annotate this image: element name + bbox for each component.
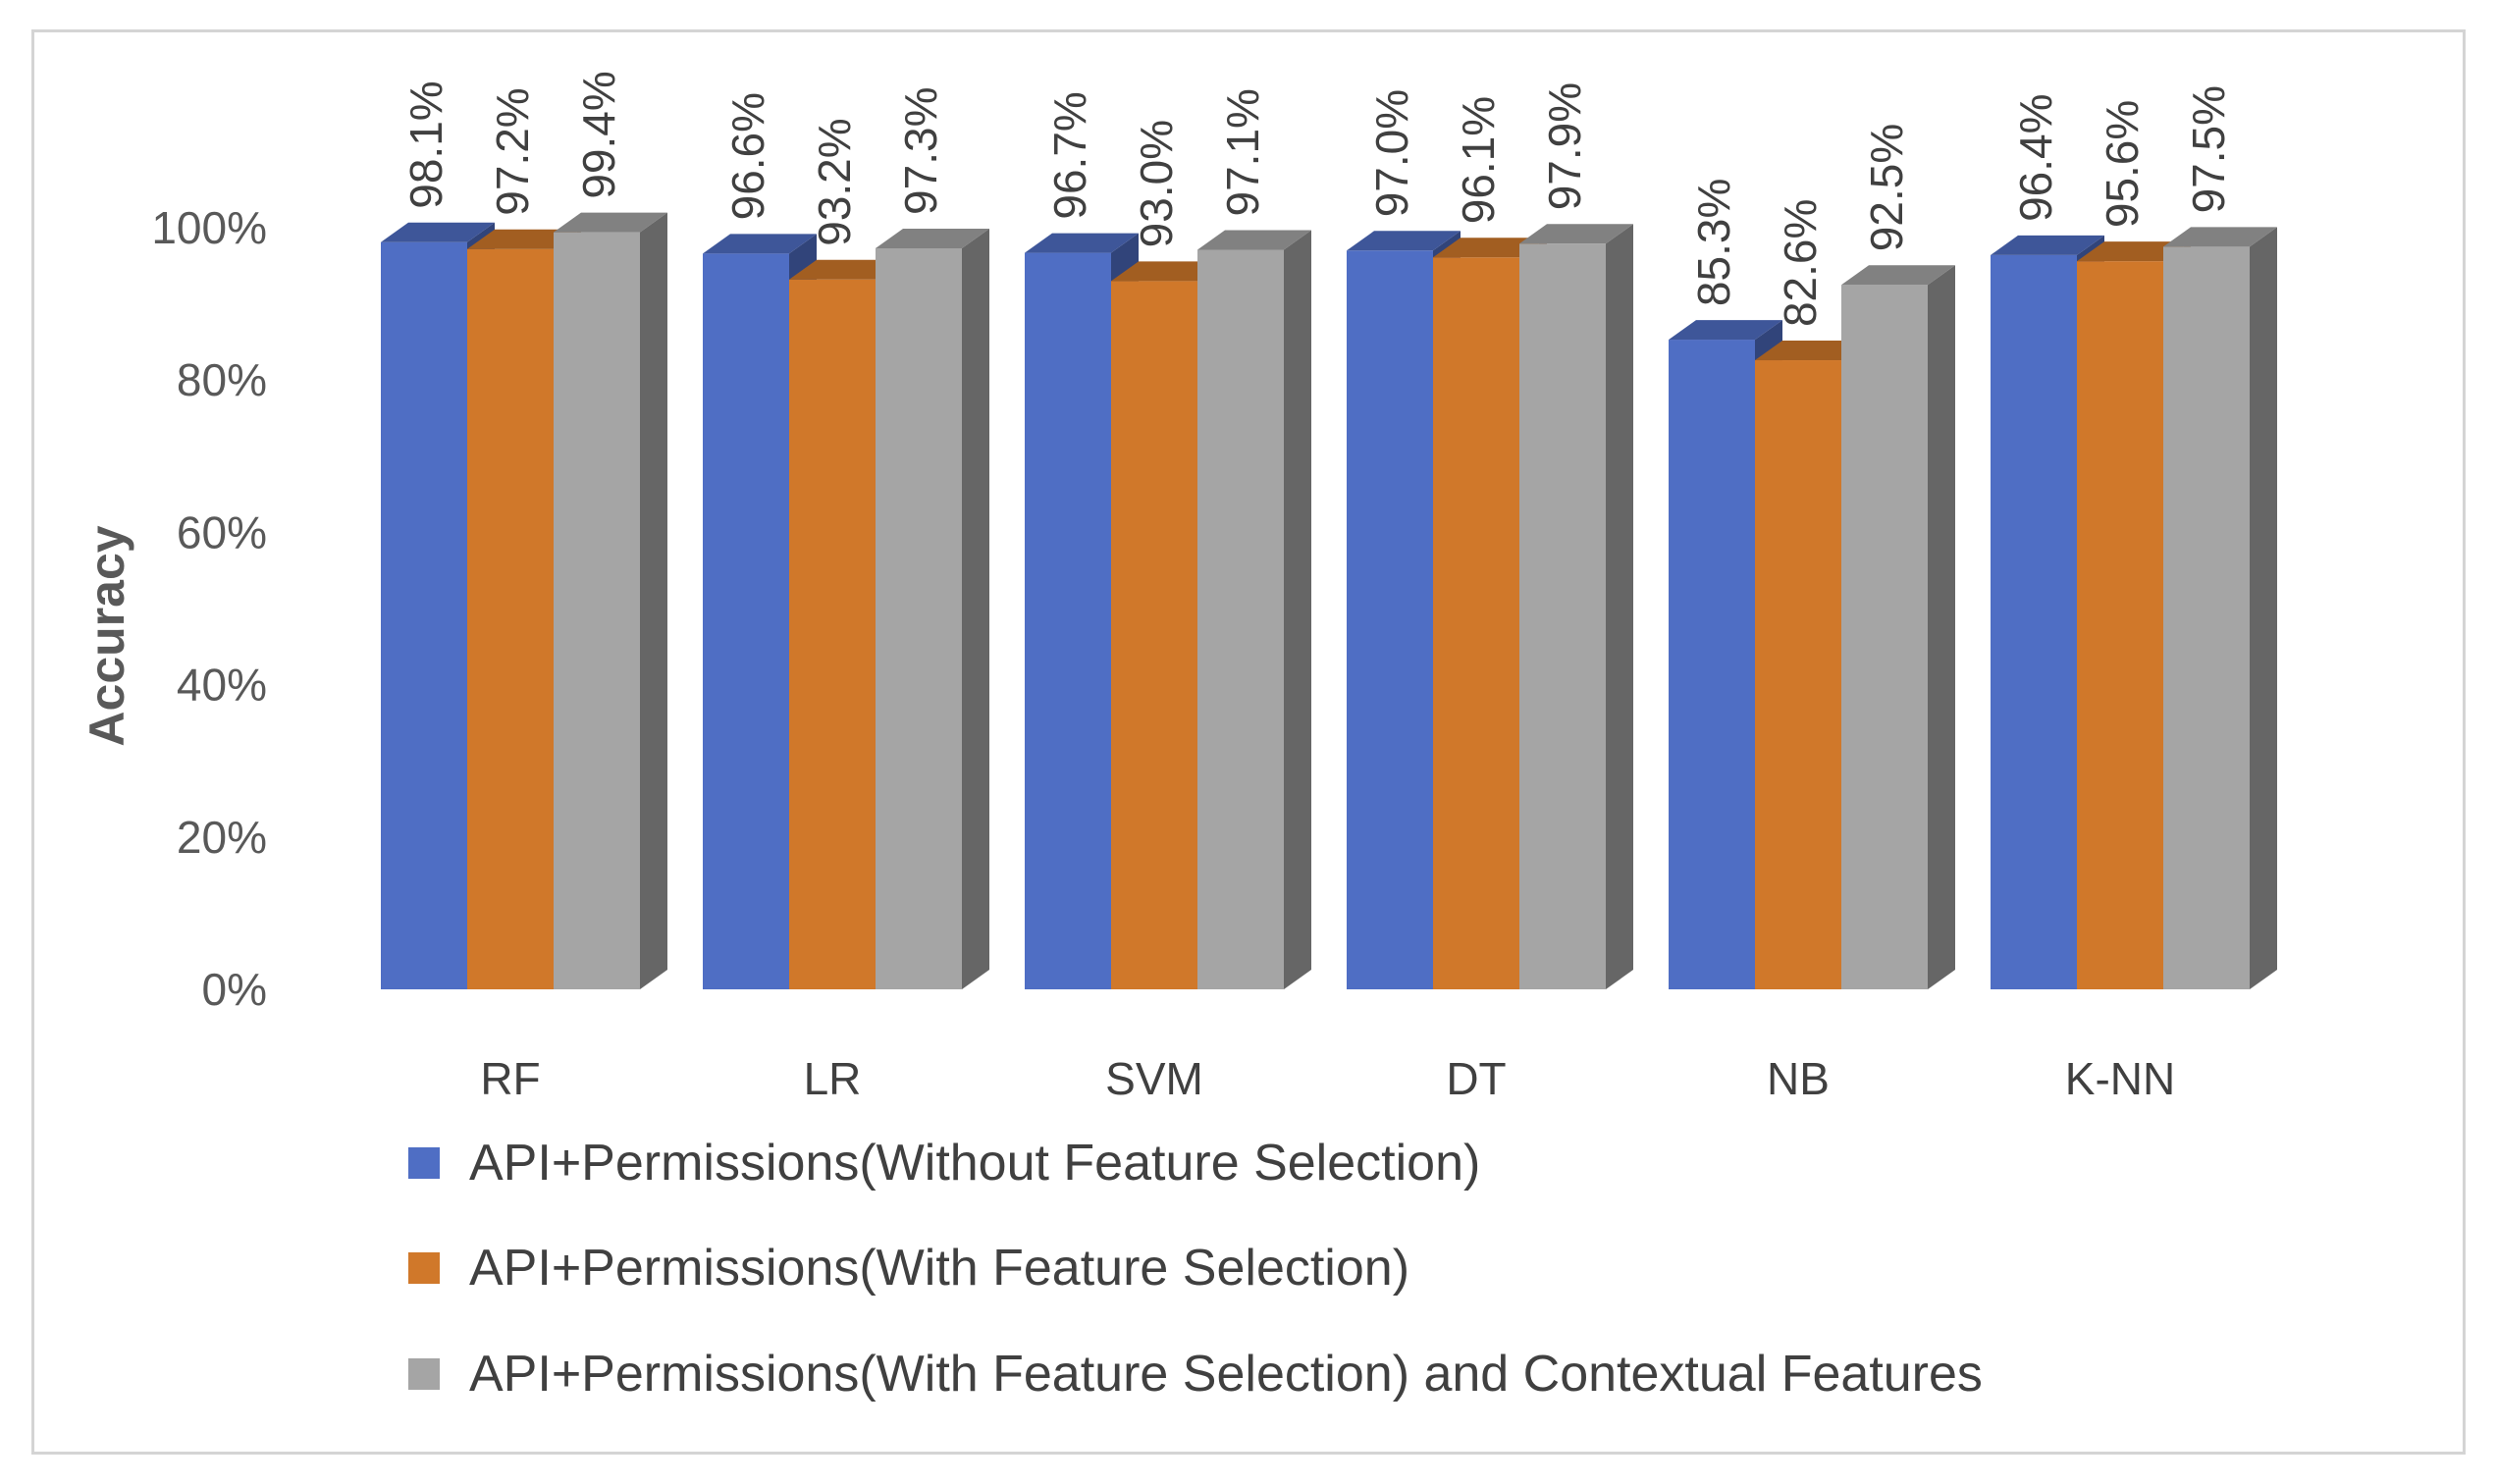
bar-front-face	[1519, 243, 1606, 989]
bar-front-face	[789, 279, 876, 989]
bar-side-face	[1284, 230, 1311, 989]
bar-front-face	[1991, 254, 2077, 989]
bar-side-face	[1606, 224, 1633, 989]
bar-svm-series-3	[1197, 230, 1311, 989]
y-tick-label: 80%	[177, 354, 267, 405]
bar-front-face	[1025, 252, 1111, 989]
data-label: 96.1%	[1453, 96, 1504, 224]
bar-top-face	[1519, 224, 1633, 244]
bar-top-face	[1433, 238, 1547, 258]
bar-top-face	[1755, 341, 1869, 361]
data-label: 96.6%	[722, 92, 773, 220]
legend-item: API+Permissions(Without Feature Selectio…	[408, 1135, 1480, 1192]
data-label: 98.1%	[400, 80, 452, 208]
legend-item: API+Permissions(With Feature Selection) …	[408, 1346, 1983, 1403]
bar-side-face	[640, 212, 667, 989]
legend-label: API+Permissions(Without Feature Selectio…	[469, 1135, 1480, 1192]
bar-front-face	[381, 241, 467, 989]
bar-top-face	[1347, 231, 1461, 251]
bar-top-face	[1841, 265, 1955, 286]
legend-swatch	[408, 1147, 440, 1179]
bar-top-face	[381, 222, 495, 242]
category-labels-group: RF LR SVM DT NB K-NN	[480, 1053, 2175, 1104]
legend-swatch	[408, 1252, 440, 1284]
data-label: 97.5%	[2183, 85, 2234, 213]
bar-front-face	[2077, 261, 2163, 989]
bar-top-face	[1669, 320, 1782, 341]
data-label: 92.5%	[1861, 124, 1912, 251]
bar-front-face	[467, 248, 554, 989]
y-axis-title: Accuracy	[80, 525, 134, 746]
y-tick-label: 20%	[177, 812, 267, 863]
bar-nb-series-3	[1841, 265, 1955, 989]
bar-top-face	[1991, 235, 2104, 255]
legend: API+Permissions(Without Feature Selectio…	[408, 1135, 1983, 1403]
bar-dt-series-3	[1519, 224, 1633, 989]
y-tick-label: 60%	[177, 506, 267, 557]
data-label: 93.0%	[1131, 120, 1182, 247]
bar-rf-series-3	[554, 212, 667, 989]
bar-top-face	[554, 212, 667, 233]
data-label: 97.3%	[895, 87, 946, 215]
bar-side-face	[2250, 227, 2277, 989]
data-labels-group: 98.1% 97.2% 99.4% 96.6% 93.2% 97.3% 96.7% 93.0%…	[400, 71, 2234, 327]
y-tick-label: 100%	[151, 202, 267, 253]
bar-top-face	[789, 259, 903, 280]
data-label: 95.6%	[2097, 100, 2148, 228]
data-label: 96.4%	[2010, 93, 2061, 221]
x-category-label: SVM	[1105, 1053, 1203, 1104]
bar-front-face	[1841, 285, 1928, 989]
data-label: 99.4%	[573, 71, 624, 198]
y-tick-label: 40%	[177, 660, 267, 711]
data-label: 93.2%	[809, 118, 860, 245]
bar-k-nn-series-3	[2163, 227, 2277, 989]
data-label: 85.3%	[1688, 179, 1739, 306]
x-category-label: DT	[1446, 1053, 1506, 1104]
data-label: 97.1%	[1217, 88, 1268, 216]
data-label: 96.7%	[1044, 91, 1095, 219]
data-label: 97.0%	[1366, 89, 1417, 217]
data-label: 82.6%	[1775, 199, 1826, 327]
x-category-label: K-NN	[2065, 1053, 2175, 1104]
x-category-label: LR	[804, 1053, 862, 1104]
legend-swatch	[408, 1358, 440, 1390]
bar-top-face	[1025, 233, 1139, 253]
bar-top-face	[1197, 230, 1311, 250]
bar-top-face	[2163, 227, 2277, 247]
bar-front-face	[1347, 250, 1433, 989]
bar-front-face	[703, 253, 789, 989]
legend-label: API+Permissions(With Feature Selection)	[469, 1240, 1409, 1297]
bar-top-face	[876, 228, 989, 248]
bar-front-face	[1197, 249, 1284, 989]
bar-front-face	[2163, 246, 2250, 989]
bar-side-face	[1928, 265, 1955, 989]
bar-top-face	[2077, 241, 2191, 262]
data-label: 97.2%	[487, 87, 538, 215]
bar-lr-series-3	[876, 228, 989, 989]
bar-top-face	[467, 229, 581, 249]
bar-front-face	[1669, 340, 1755, 989]
bar-front-face	[1433, 257, 1519, 989]
x-category-label: NB	[1767, 1053, 1830, 1104]
data-label: 97.9%	[1539, 82, 1590, 210]
bar-front-face	[554, 232, 640, 989]
bar-front-face	[876, 247, 962, 989]
y-tick-label: 0%	[202, 964, 267, 1015]
bar-front-face	[1755, 360, 1841, 989]
y-axis: 0% 20% 40% 60% 80% 100%	[151, 202, 267, 1015]
bar-top-face	[1111, 261, 1225, 282]
bar-top-face	[703, 234, 817, 254]
legend-item: API+Permissions(With Feature Selection)	[408, 1240, 1409, 1297]
x-category-label: RF	[480, 1053, 540, 1104]
legend-label: API+Permissions(With Feature Selection) …	[469, 1346, 1983, 1403]
bars-group	[381, 212, 2277, 990]
bar-side-face	[962, 228, 989, 989]
bar-front-face	[1111, 281, 1197, 989]
